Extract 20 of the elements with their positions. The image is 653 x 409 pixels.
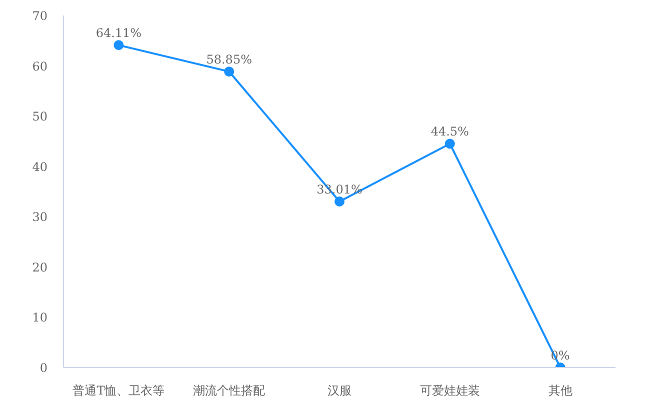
point — [334, 196, 344, 206]
y-tick-label: 30 — [32, 210, 48, 224]
x-tick-label: 普通T恤、卫衣等 — [72, 384, 165, 398]
y-tick-label: 40 — [32, 160, 48, 174]
x-tick-label: 潮流个性搭配 — [193, 384, 266, 398]
x-tick-label: 汉服 — [328, 384, 352, 398]
x-tick-label: 其他 — [548, 384, 572, 398]
y-tick-label: 50 — [32, 110, 48, 124]
y-tick-label: 10 — [32, 310, 48, 325]
y-tick-label: 70 — [32, 9, 48, 23]
point — [444, 138, 455, 149]
point — [114, 40, 124, 50]
data-label: 64.11% — [96, 26, 142, 40]
data-label: 44.5% — [430, 124, 469, 139]
point — [224, 66, 234, 77]
x-tick-label: 可爱娃娃装 — [420, 384, 480, 398]
y-tick-label: 60 — [32, 59, 48, 74]
y-tick-label: 0 — [40, 361, 48, 375]
y-tick-label: 20 — [32, 260, 48, 274]
data-label: 58.85% — [206, 52, 252, 67]
